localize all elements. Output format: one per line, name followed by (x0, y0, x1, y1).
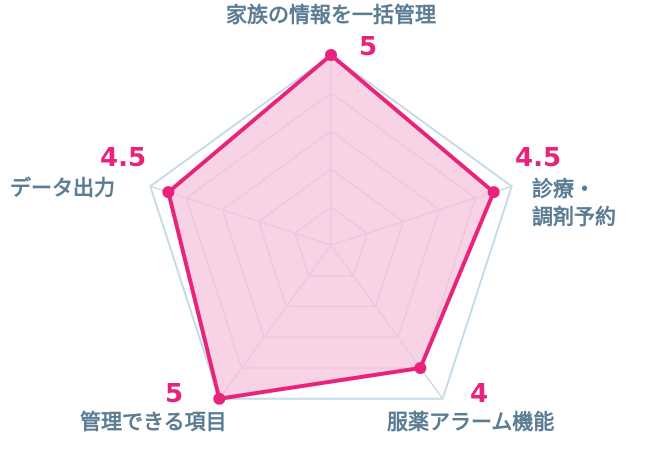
data-point (162, 186, 175, 199)
data-point (414, 361, 427, 374)
axis-label-line: 家族の情報を一括管理 (226, 3, 436, 27)
axis-label: 管理できる項目 (80, 410, 227, 434)
value-label: 4.5 (100, 143, 146, 173)
axis-label: 服薬アラーム機能 (387, 410, 554, 434)
axis-label-line: 調剤予約 (532, 205, 616, 229)
series-layer (162, 49, 500, 405)
value-label: 4.5 (515, 143, 561, 173)
axis-label: データ出力 (10, 176, 115, 200)
axis-label-line: 診療・ (532, 177, 595, 201)
axis-label-line: データ出力 (10, 176, 115, 200)
data-point (325, 49, 337, 61)
data-point (487, 186, 500, 199)
value-label: 5 (165, 379, 183, 409)
axis-label-line: 服薬アラーム機能 (387, 410, 554, 434)
series-area (166, 53, 496, 401)
axis-label-line: 管理できる項目 (80, 410, 227, 434)
value-label: 5 (359, 32, 377, 62)
axis-label: 家族の情報を一括管理 (226, 3, 436, 27)
data-point (213, 392, 226, 405)
value-label: 4 (470, 379, 488, 409)
axis-label: 診療・調剤予約 (532, 177, 616, 229)
grid-ring-5 (149, 53, 513, 400)
